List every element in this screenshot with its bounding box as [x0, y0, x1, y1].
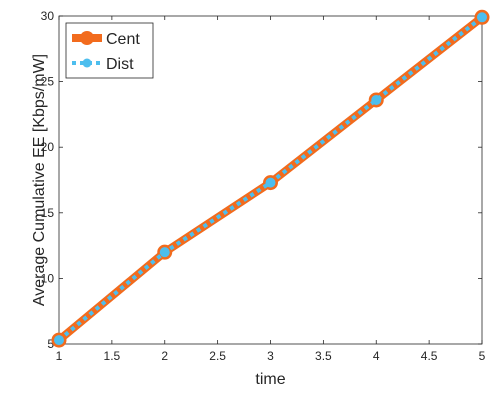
x-axis-title: time	[255, 371, 285, 388]
series-point	[477, 12, 487, 23]
legend-label: Cent	[106, 31, 140, 48]
x-tick-label: 3.5	[315, 349, 332, 363]
y-tick-label: 5	[47, 337, 54, 351]
legend: Cent Dist	[65, 22, 154, 79]
x-tick-label: 5	[479, 349, 486, 363]
series-point	[371, 94, 382, 105]
legend-item-dist: Dist	[72, 56, 134, 73]
legend-label: Dist	[106, 56, 134, 73]
series-point	[54, 335, 64, 346]
x-tick-label: 2	[161, 349, 168, 363]
series-layer	[51, 9, 490, 348]
x-axis: 1 1.5 2 2.5 3 3.5 4 4.5 5	[56, 16, 486, 363]
legend-box	[65, 22, 154, 79]
y-axis-title: Average Cumulative EE [Kbps/mW]	[31, 54, 48, 306]
series-point	[159, 247, 170, 258]
y-tick-label: 25	[41, 75, 55, 89]
y-tick-label: 30	[41, 9, 55, 23]
y-axis: 5 10 15 20 25 30	[41, 9, 482, 351]
x-tick-label: 1	[56, 349, 63, 363]
x-tick-label: 4.5	[421, 349, 438, 363]
x-tick-label: 4	[373, 349, 380, 363]
legend-marker	[82, 58, 92, 68]
x-tick-label: 1.5	[104, 349, 121, 363]
y-tick-label: 20	[41, 140, 55, 154]
y-tick-label: 15	[41, 206, 55, 220]
x-tick-label: 2.5	[209, 349, 226, 363]
legend-marker	[80, 31, 94, 45]
series-point	[265, 177, 276, 188]
y-tick-label: 10	[41, 271, 55, 285]
legend-item-cent: Cent	[72, 31, 140, 48]
x-tick-label: 3	[267, 349, 274, 363]
series-dist	[54, 12, 487, 346]
